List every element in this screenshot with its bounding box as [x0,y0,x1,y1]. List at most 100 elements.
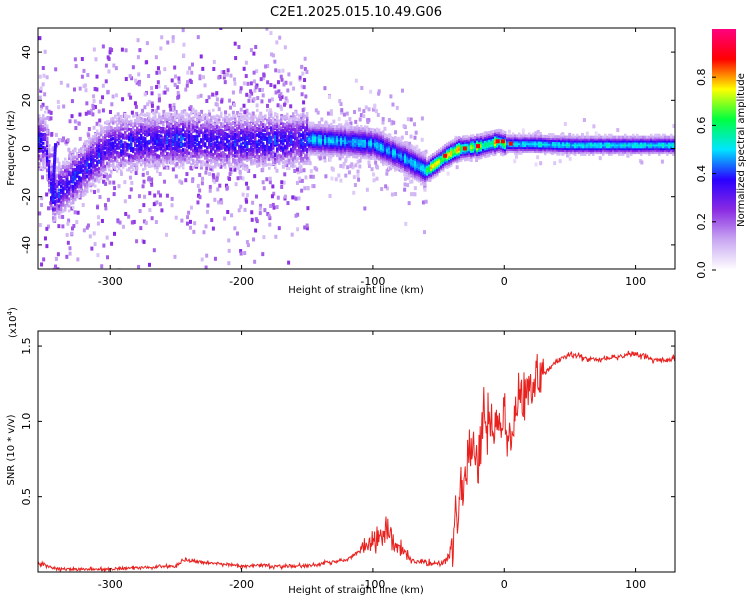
spectrogram-cell [413,135,417,140]
spectrogram-cell [274,118,277,122]
spectrogram-cell [243,207,247,212]
spectrogram-cell [372,107,376,112]
spectrogram-cell [276,128,279,132]
spectrogram-cell [124,145,127,149]
spectrogram-cell [157,98,161,103]
spectrogram-cell [122,149,125,153]
spectrogram-cell [138,130,141,134]
spectrogram-cell [210,218,214,223]
spectrogram-cell [238,149,241,153]
spectrogram-cell [90,164,93,168]
spectrogram-cell [190,132,193,136]
spectrogram-cell [294,147,297,151]
spectrogram-cell [294,130,297,134]
spectrogram-cell [68,191,71,195]
spectrogram-cell [283,172,287,177]
spectrogram-cell [244,157,247,161]
spectrogram-cell [68,190,71,194]
spectrogram-cell [186,128,189,132]
spectrogram-cell [126,134,129,138]
spectrogram-cell [62,173,65,177]
spectrogram-cell [375,165,379,170]
spectrogram-cell [276,103,280,108]
spectrogram-cell [292,86,296,91]
spectrogram-cell [186,145,189,149]
spectrogram-cell [212,142,215,146]
spectrogram-cell [160,119,163,123]
spectrogram-cell [282,130,285,134]
spectrogram-cell [163,179,167,184]
spectrogram-cell [82,176,85,180]
spectrogram-cell [74,177,77,181]
spectrogram-cell [112,155,115,159]
spectrogram-cell [256,117,259,121]
spectrogram-cell [288,119,291,123]
spectrogram-cell [45,192,49,197]
spectrogram-cell [252,79,256,84]
spectrogram-cell [93,105,97,110]
spectrogram-cell [182,119,185,123]
spectrogram-cell [164,117,167,121]
spectrogram-cell [214,141,217,145]
spectrogram-cell [124,112,127,116]
spectrogram-cell [286,159,289,163]
spectrogram-cell [140,163,143,167]
spectrogram-cell [296,212,300,217]
spectrogram-cell [84,154,87,158]
spectrogram-cell [70,174,73,178]
spectrogram-cell [380,187,384,192]
spectrogram-cell [180,149,183,153]
spectrogram-cell [282,115,285,119]
spectrogram-cell [298,141,301,145]
spectrogram-cell [154,131,157,135]
spectrogram-cell [156,140,159,144]
spectrogram-cell [172,137,175,141]
spectrogram-cell [114,120,117,124]
spectrogram-cell [234,147,237,151]
spectrogram-cell [230,117,233,121]
spectrogram-cell [248,139,251,143]
spectrogram-cell [242,115,245,119]
spectrogram-cell [234,164,237,168]
spectrogram-cell [137,82,141,87]
spectrogram-cell [156,105,160,110]
spectrogram-cell [296,149,299,153]
spectrogram-cell [298,178,302,183]
spectrogram-cell [84,171,87,175]
spectrogram-cell [60,208,63,212]
spectrogram-cell [260,162,263,166]
spectrogram-cell [94,138,97,142]
spectrogram-cell [270,122,273,126]
spectrogram-cell [132,168,135,172]
spectrogram-cell [296,157,299,161]
spectrogram-cell [259,203,263,208]
spectrogram-cell [38,133,41,137]
spectrogram-cell [38,74,42,79]
spectrogram-cell [154,145,157,149]
spectrogram-cell [198,115,201,119]
spectrogram-cell [286,122,289,126]
spectrogram-cell [71,226,75,231]
spectrogram-cell [73,119,77,124]
spectrogram-cell [269,203,273,208]
spectrogram-cell [230,163,233,167]
spectrogram-cell [372,172,376,177]
spectrogram-cell [192,145,196,150]
spectrogram-cell [84,88,88,93]
spectrogram-cell [98,132,101,136]
spectrogram-cell [177,80,181,85]
spectrogram-cell [406,117,410,122]
spectrogram-cell [232,130,235,134]
spectrogram-cell [124,130,127,134]
spectrogram-cell [120,132,123,136]
spectrogram-cell [65,254,69,259]
spectrogram-cell [234,129,237,133]
spectrogram-cell [136,161,139,165]
spectrogram-cell [166,136,169,140]
spectrogram-cell [302,133,305,137]
spectrogram-cell [72,167,75,171]
spectrogram-cell [204,117,207,121]
spectrogram-cell [230,142,233,146]
spectrogram-cell [236,126,239,130]
spectrogram-cell [162,158,165,162]
